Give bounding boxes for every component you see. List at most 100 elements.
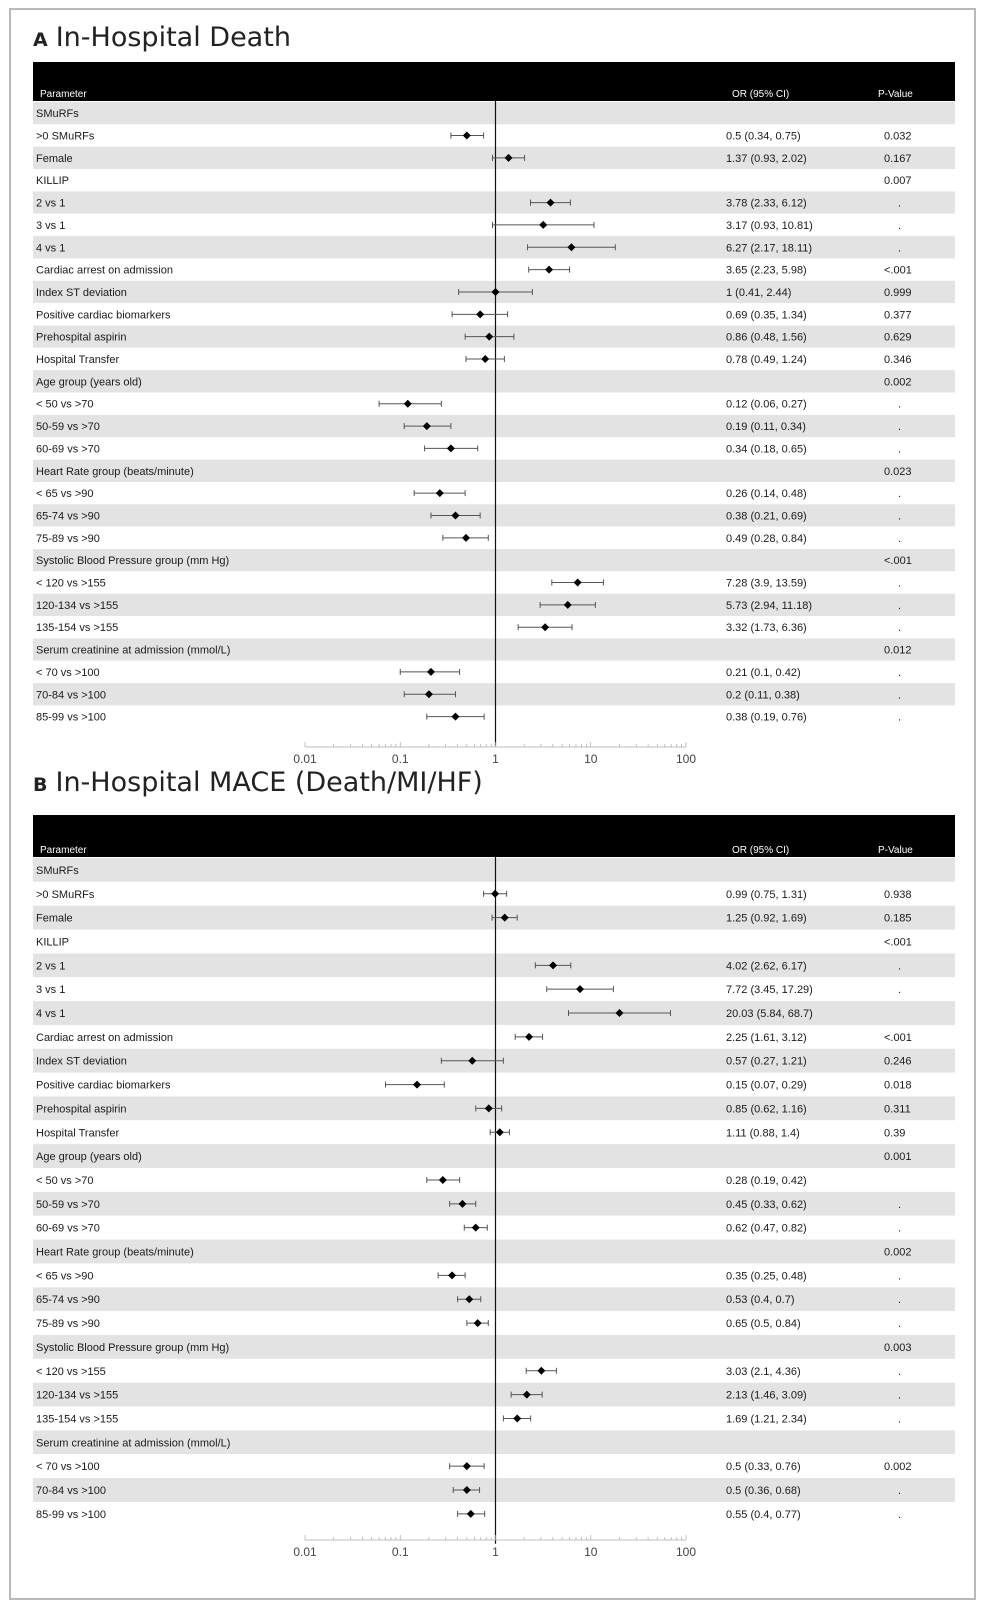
row-p-value: <.001 (884, 1032, 912, 1044)
table-row: 120-134 vs >155 5.73 (2.94, 11.18). (33, 593, 955, 617)
panel-a: A In-Hospital Death Parameter OR (95% CI) P-… (33, 22, 955, 766)
row-stripe (33, 1454, 955, 1479)
or-point (413, 1080, 422, 1089)
row-p-value: . (898, 1199, 901, 1211)
row-or-ci: 0.35 (0.25, 0.48) (726, 1270, 807, 1282)
table-row: < 65 vs >90 0.35 (0.25, 0.48). (33, 1263, 955, 1288)
row-p-value: . (898, 960, 901, 972)
row-label: SMuRFs (36, 108, 79, 120)
or-point (491, 889, 500, 898)
row-label: 2 vs 1 (36, 198, 65, 210)
row-p-value: 0.002 (884, 1247, 912, 1259)
row-or-ci: 0.69 (0.35, 1.34) (726, 309, 807, 321)
row-or-ci: 3.78 (2.33, 6.12) (726, 198, 807, 210)
row-label: < 70 vs >100 (36, 1461, 100, 1473)
row-label: 4 vs 1 (36, 1008, 65, 1020)
or-point (576, 985, 585, 994)
table-row: Cardiac arrest on admission 3.65 (2.23, 5… (33, 258, 955, 281)
table-row: 65-74 vs >90 0.38 (0.21, 0.69). (33, 504, 955, 527)
or-point (446, 444, 455, 453)
table-row: 75-89 vs >90 0.65 (0.5, 0.84). (33, 1311, 955, 1335)
row-or-ci: 3.32 (1.73, 6.36) (726, 622, 807, 634)
row-label: Hospital Transfer (36, 1127, 119, 1139)
or-point (462, 1486, 471, 1495)
row-stripe (33, 414, 955, 438)
or-point (563, 600, 572, 609)
row-or-ci: 1.37 (0.93, 2.02) (726, 153, 807, 165)
row-label: < 50 vs >70 (36, 399, 94, 411)
or-point (545, 265, 554, 274)
table-row: < 50 vs >70 0.12 (0.06, 0.27). (33, 392, 955, 415)
row-label: 60-69 vs >70 (36, 1223, 100, 1235)
row-or-ci: 0.12 (0.06, 0.27) (726, 399, 807, 411)
x-tick-label: 100 (676, 1545, 696, 1559)
row-stripe (33, 977, 955, 1002)
row-or-ci: 0.21 (0.1, 0.42) (726, 667, 801, 679)
row-stripe (33, 526, 955, 549)
table-row: 2 vs 1 3.78 (2.33, 6.12). (33, 191, 955, 214)
row-or-ci: 0.78 (0.49, 1.24) (726, 354, 807, 366)
or-point (567, 243, 576, 252)
row-label: Serum creatinine at admission (mmol/L) (36, 645, 230, 657)
row-or-ci: 0.65 (0.5, 0.84) (726, 1318, 801, 1330)
or-point (458, 1199, 467, 1208)
table-row: SMuRFs (33, 858, 955, 882)
row-label: Positive cardiac biomarkers (36, 1080, 171, 1092)
or-point (462, 1462, 471, 1471)
table-row: 4 vs 1 6.27 (2.17, 18.11). (33, 236, 955, 259)
or-point (468, 1056, 477, 1065)
row-stripe (33, 1358, 955, 1383)
table-row: Serum creatinine at admission (mmol/L) (33, 1430, 955, 1455)
row-label: < 50 vs >70 (36, 1175, 94, 1187)
table-row: 135-154 vs >155 3.32 (1.73, 6.36). (33, 616, 955, 639)
row-stripe (33, 370, 955, 393)
or-point (426, 667, 435, 676)
row-label: 65-74 vs >90 (36, 510, 100, 522)
row-stripe (33, 1263, 955, 1288)
row-p-value: 0.39 (884, 1127, 905, 1139)
row-stripe (33, 481, 955, 505)
x-tick-label: 0.01 (293, 1545, 317, 1559)
table-row: 85-99 vs >100 0.38 (0.19, 0.76). (33, 705, 955, 728)
row-p-value: 0.629 (884, 332, 912, 344)
row-label: 2 vs 1 (36, 960, 65, 972)
row-p-value: . (898, 578, 901, 590)
row-label: >0 SMuRFs (36, 131, 95, 143)
row-label: Prehospital aspirin (36, 332, 127, 344)
row-p-value: . (898, 1223, 901, 1235)
or-point (435, 489, 444, 498)
row-label: 120-134 vs >155 (36, 600, 118, 612)
row-p-value: . (898, 198, 901, 210)
row-or-ci: 0.38 (0.21, 0.69) (726, 510, 807, 522)
table-row: 3 vs 1 7.72 (3.45, 17.29). (33, 977, 955, 1002)
row-p-value: 0.001 (884, 1151, 912, 1163)
row-p-value: . (898, 421, 901, 433)
or-point (473, 1319, 482, 1328)
row-or-ci: 20.03 (5.84, 68.7) (726, 1008, 813, 1020)
row-or-ci: 4.02 (2.62, 6.17) (726, 960, 807, 972)
table-row: Systolic Blood Pressure group (mm Hg) 0.0… (33, 1335, 955, 1359)
or-point (549, 961, 558, 970)
or-point (539, 220, 548, 229)
row-p-value: 0.999 (884, 287, 912, 299)
row-or-ci: 0.45 (0.33, 0.62) (726, 1199, 807, 1211)
table-row: Index ST deviation 0.57 (0.27, 1.21) 0.246 (33, 1048, 955, 1073)
row-or-ci: 0.15 (0.07, 0.29) (726, 1080, 807, 1092)
row-p-value: . (898, 1366, 901, 1378)
row-label: 65-74 vs >90 (36, 1294, 100, 1306)
row-or-ci: 0.86 (0.48, 1.56) (726, 332, 807, 344)
row-label: Age group (years old) (36, 1151, 142, 1163)
row-p-value: . (898, 399, 901, 411)
row-p-value: 0.002 (884, 376, 912, 388)
row-label: < 120 vs >155 (36, 1366, 106, 1378)
row-stripe (33, 1072, 955, 1097)
row-label: Female (36, 153, 73, 165)
row-or-ci: 1 (0.41, 2.44) (726, 287, 791, 299)
row-label: 120-134 vs >155 (36, 1390, 118, 1402)
row-p-value: . (898, 667, 901, 679)
table-row: < 120 vs >155 3.03 (2.1, 4.36). (33, 1358, 955, 1383)
or-point (424, 690, 433, 699)
row-stripe (33, 1382, 955, 1407)
row-or-ci: 0.99 (0.75, 1.31) (726, 889, 807, 901)
or-point (481, 355, 490, 364)
